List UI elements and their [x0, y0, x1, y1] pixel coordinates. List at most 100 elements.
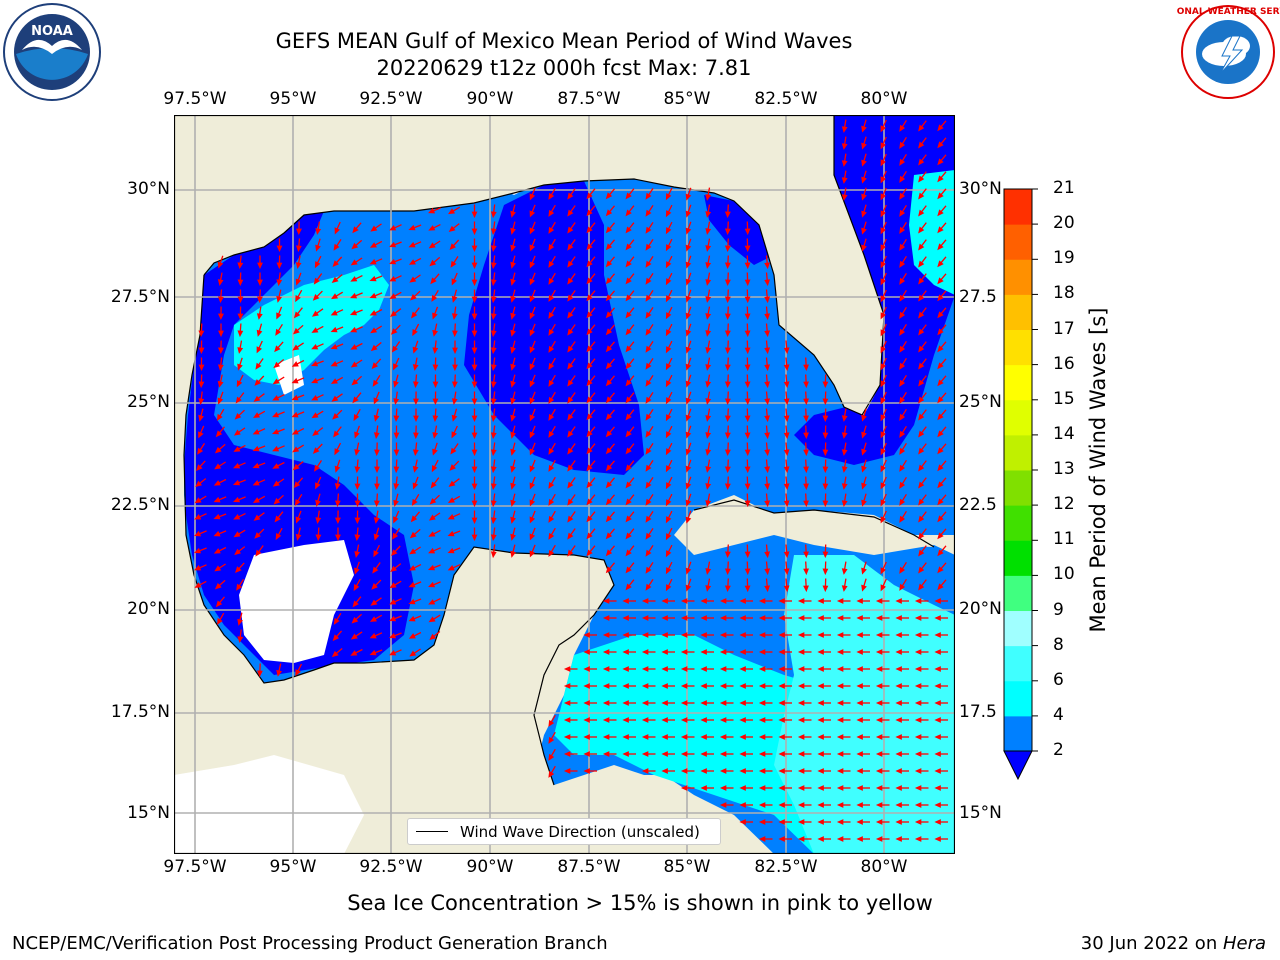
- direction-arrow-head: [661, 751, 668, 757]
- direction-arrow-head: [369, 258, 377, 265]
- colorbar-tick-label: 12: [1053, 494, 1075, 515]
- direction-arrow-head: [665, 363, 672, 371]
- direction-arrow-head: [641, 649, 649, 655]
- direction-arrow-head: [822, 466, 829, 474]
- direction-arrow-head: [856, 819, 863, 825]
- direction-arrow-head: [817, 836, 824, 842]
- direction-arrow-head: [586, 277, 593, 285]
- direction-arrow-head: [700, 734, 707, 740]
- direction-arrow-head: [724, 381, 731, 389]
- direction-arrow-head: [895, 615, 902, 621]
- direction-arrow-head: [861, 431, 867, 439]
- direction-arrow-head: [841, 466, 848, 473]
- direction-arrow-head: [803, 551, 809, 559]
- direction-arrow-head: [744, 568, 751, 576]
- direction-arrow-head: [899, 294, 906, 302]
- direction-arrow-head: [471, 466, 478, 474]
- direction-arrow-head: [744, 279, 751, 287]
- direction-arrow-head: [510, 329, 516, 337]
- direction-arrow-head: [548, 396, 555, 404]
- direction-arrow-head: [899, 124, 906, 132]
- direction-arrow-head: [622, 734, 629, 740]
- direction-arrow-head: [429, 259, 437, 267]
- direction-arrow-head: [311, 327, 319, 333]
- direction-arrow-head: [602, 734, 610, 740]
- direction-arrow-head: [645, 498, 652, 506]
- direction-arrow-head: [680, 785, 688, 791]
- lat-tick-right: 30°N: [959, 179, 1002, 199]
- direction-arrow-head: [836, 751, 844, 757]
- direction-arrow-head: [724, 211, 731, 219]
- direction-arrow-head: [880, 584, 886, 592]
- direction-arrow-head: [914, 768, 922, 774]
- direction-arrow-head: [432, 364, 439, 372]
- direction-arrow-head: [836, 819, 844, 825]
- direction-arrow-head: [272, 445, 280, 452]
- direction-arrow-head: [934, 751, 941, 757]
- direction-arrow-head: [764, 568, 771, 576]
- direction-arrow-head: [393, 466, 400, 474]
- direction-arrow-head: [567, 328, 574, 336]
- direction-arrow-head: [880, 397, 886, 405]
- direction-arrow-head: [292, 463, 300, 471]
- direction-arrow-head: [510, 550, 516, 558]
- direction-arrow-head: [256, 313, 263, 320]
- direction-arrow-head: [803, 466, 809, 474]
- direction-arrow-head: [217, 261, 224, 269]
- direction-arrow-head: [369, 633, 377, 639]
- direction-arrow-head: [641, 632, 649, 638]
- direction-arrow-head: [744, 398, 751, 406]
- direction-arrow-head: [625, 294, 632, 302]
- direction-arrow-head: [622, 717, 629, 723]
- direction-arrow-head: [783, 432, 790, 440]
- direction-arrow-head: [237, 347, 244, 354]
- direction-arrow-head: [836, 598, 844, 604]
- direction-arrow-head: [625, 447, 632, 455]
- direction-arrow-head: [371, 362, 379, 369]
- direction-arrow-head: [625, 277, 632, 285]
- direction-arrow-head: [354, 551, 361, 558]
- footer-host: Hera: [1222, 933, 1266, 954]
- direction-arrow-head: [567, 413, 574, 421]
- direction-arrow-head: [719, 734, 727, 740]
- direction-arrow-head: [822, 381, 829, 389]
- lat-tick-left: 17.5°N: [110, 702, 170, 722]
- direction-arrow-head: [758, 734, 766, 740]
- direction-arrow-head: [817, 632, 824, 638]
- direction-arrow-head: [937, 328, 944, 336]
- direction-arrow-head: [625, 413, 632, 421]
- direction-arrow-head: [841, 500, 848, 507]
- direction-arrow-head: [719, 598, 727, 604]
- direction-arrow-head: [295, 295, 301, 303]
- direction-arrow-head: [645, 311, 652, 319]
- direction-arrow-head: [764, 483, 771, 491]
- direction-arrow-head: [583, 649, 590, 655]
- direction-arrow-head: [350, 650, 358, 656]
- direction-arrow-head: [758, 666, 766, 672]
- direction-arrow-head: [393, 398, 400, 405]
- direction-arrow-head: [196, 464, 203, 471]
- direction-arrow-head: [778, 598, 785, 604]
- direction-arrow-head: [783, 585, 790, 593]
- direction-arrow-head: [451, 398, 458, 405]
- direction-arrow-head: [625, 396, 632, 404]
- direction-arrow-head: [665, 295, 672, 303]
- direction-arrow-head: [724, 364, 731, 372]
- direction-arrow-head: [510, 465, 516, 473]
- direction-arrow-head: [934, 836, 941, 842]
- direction-arrow-head: [841, 585, 848, 592]
- direction-arrow-head: [645, 447, 652, 455]
- direction-arrow-head: [586, 192, 593, 200]
- direction-arrow-head: [510, 261, 516, 269]
- direction-arrow-head: [350, 361, 358, 368]
- direction-arrow-head: [471, 364, 478, 372]
- direction-arrow-head: [680, 598, 688, 604]
- direction-arrow-head: [661, 768, 668, 774]
- direction-arrow-head: [899, 141, 906, 149]
- dark-region-west: [184, 211, 414, 675]
- direction-arrow-head: [529, 431, 536, 439]
- direction-arrow-head: [861, 142, 867, 150]
- direction-arrow-head: [856, 717, 863, 723]
- direction-arrow-head: [895, 598, 902, 604]
- direction-arrow-head: [764, 415, 771, 423]
